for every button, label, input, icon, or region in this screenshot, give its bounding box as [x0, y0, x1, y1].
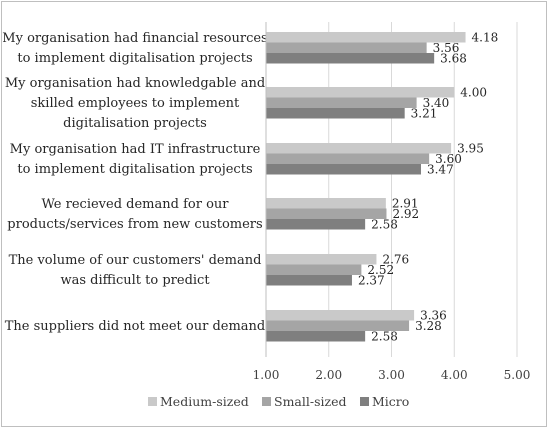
bar: [266, 331, 366, 342]
data-label: 3.47: [427, 163, 454, 177]
category-label: The suppliers did not meet our demand: [5, 319, 265, 334]
legend-swatch: [262, 397, 271, 406]
data-label: 2.58: [371, 330, 398, 344]
category-label: was difficult to predict: [60, 273, 210, 288]
legend-label: Micro: [372, 394, 409, 409]
category-label: My organisation had financial resources: [2, 31, 267, 46]
bar: [266, 198, 386, 209]
data-label: 3.68: [440, 52, 467, 66]
bar: [266, 310, 415, 321]
x-tick-label: 4.00: [441, 368, 468, 382]
category-label: My organisation had IT infrastructure: [10, 142, 261, 157]
bar: [266, 219, 366, 230]
data-label: 3.56: [433, 41, 460, 55]
data-label: 3.60: [435, 152, 462, 166]
data-label: 3.95: [457, 142, 484, 156]
legend-swatch: [360, 397, 369, 406]
data-label: 2.92: [392, 207, 419, 221]
category-label: digitalisation projects: [63, 116, 207, 131]
bar: [266, 254, 377, 265]
bar: [266, 153, 430, 164]
bar: [266, 97, 417, 108]
category-label: to implement digitalisation projects: [17, 51, 252, 66]
data-label: 2.58: [371, 218, 398, 232]
category-label: My organisation had knowledgable and: [5, 76, 265, 91]
bar: [266, 275, 352, 286]
data-label: 3.36: [420, 309, 447, 323]
data-label: 3.21: [411, 107, 438, 121]
data-label: 3.28: [415, 319, 442, 333]
bar: [266, 42, 427, 53]
x-tick-label: 5.00: [504, 368, 531, 382]
data-label: 4.00: [460, 86, 487, 100]
bar: [266, 164, 421, 175]
category-label: products/services from new customers: [7, 217, 262, 232]
data-label: 2.76: [382, 253, 409, 267]
category-label: We recieved demand for our: [42, 197, 230, 212]
bar: [266, 208, 387, 219]
x-tick-label: 2.00: [315, 368, 342, 382]
category-label: to implement digitalisation projects: [17, 162, 252, 177]
data-label: 2.52: [367, 263, 394, 277]
data-label: 2.91: [392, 197, 419, 211]
legend-label: Medium-sized: [160, 394, 249, 409]
data-label: 2.37: [358, 274, 385, 288]
bar: [266, 108, 405, 119]
x-tick-label: 3.00: [378, 368, 405, 382]
bar: [266, 87, 455, 98]
legend-label: Small-sized: [274, 394, 347, 409]
bar: [266, 264, 362, 275]
legend-swatch: [148, 397, 157, 406]
data-label: 3.40: [423, 96, 450, 110]
bar: [266, 53, 435, 64]
data-label: 4.18: [472, 31, 499, 45]
bar: [266, 143, 452, 154]
x-tick-label: 1.00: [253, 368, 280, 382]
bar: [266, 320, 410, 331]
category-label: skilled employees to implement: [31, 96, 240, 111]
bar: [266, 32, 466, 43]
category-label: The volume of our customers' demand: [9, 253, 262, 268]
